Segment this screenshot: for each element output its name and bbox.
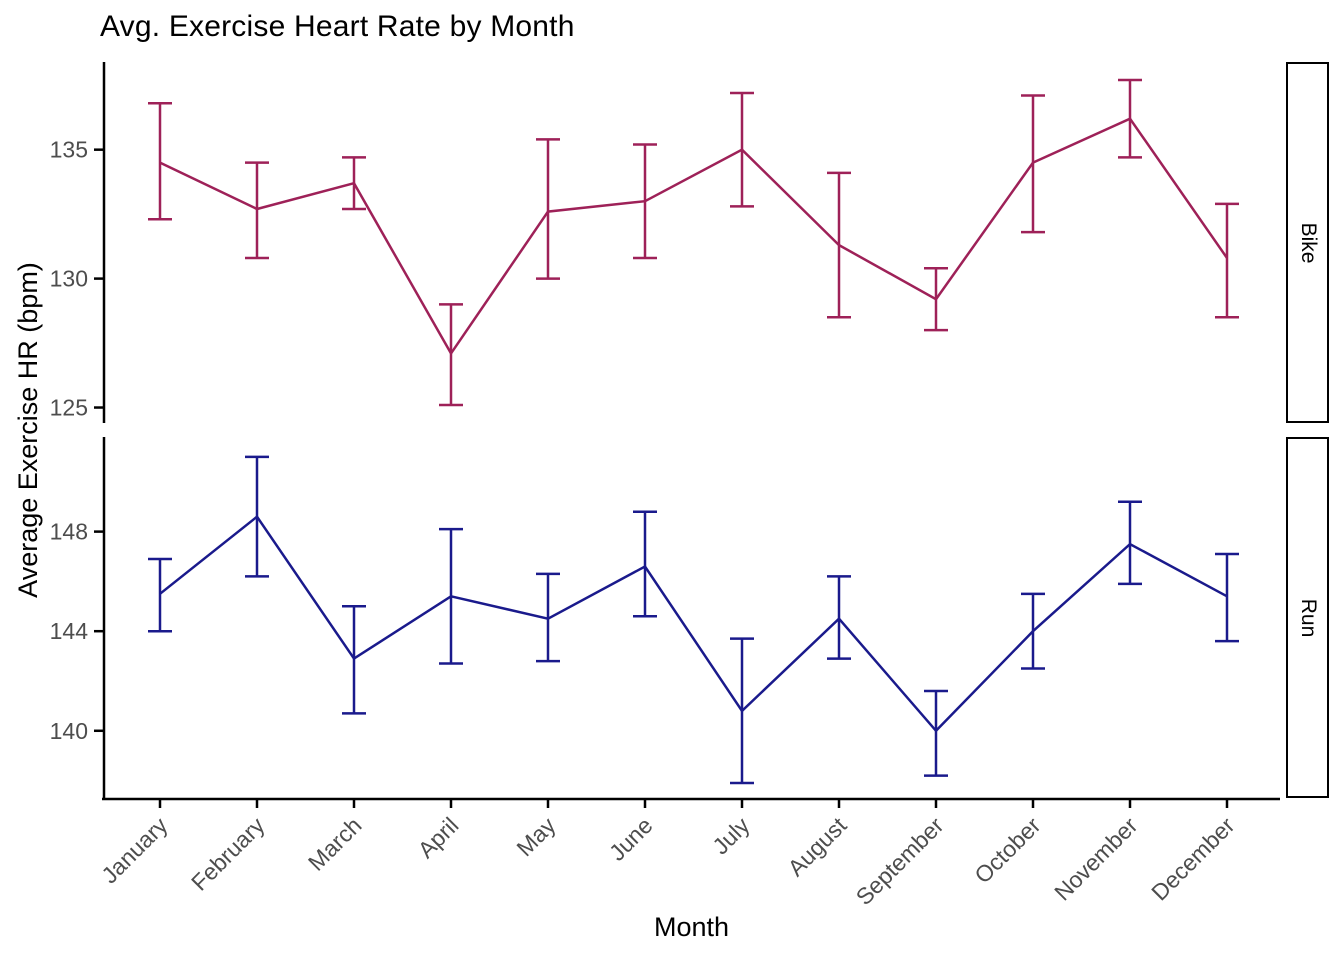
x-tick-label: October xyxy=(969,812,1045,888)
bike-y-tick-label: 130 xyxy=(50,266,88,292)
run-series-line xyxy=(159,514,1228,733)
bike-y-tick-label: 135 xyxy=(50,137,88,163)
x-tick-label: January xyxy=(96,812,173,889)
bike-y-tick-label: 125 xyxy=(50,395,88,421)
x-tick-label: December xyxy=(1146,812,1240,906)
facet-strip-bike: Bike xyxy=(1286,62,1329,423)
x-tick-label: September xyxy=(851,812,949,910)
x-tick-label: April xyxy=(413,812,464,863)
x-tick-label: November xyxy=(1049,812,1143,906)
x-axis-title: Month xyxy=(653,912,730,942)
bike-series-line xyxy=(159,117,1229,356)
x-tick-label: June xyxy=(604,812,658,866)
x-tick-label: March xyxy=(303,812,367,876)
x-tick-label: February xyxy=(186,812,270,896)
x-tick-label: July xyxy=(707,812,755,860)
run-y-tick-label: 144 xyxy=(50,618,89,644)
run-y-tick-label: 140 xyxy=(50,718,88,744)
x-tick-label: August xyxy=(783,812,852,881)
facet-strip-run: Run xyxy=(1286,437,1329,798)
run-y-tick-label: 148 xyxy=(50,519,88,545)
chart-title: Avg. Exercise Heart Rate by Month xyxy=(100,10,575,43)
x-tick-label: May xyxy=(511,812,560,861)
